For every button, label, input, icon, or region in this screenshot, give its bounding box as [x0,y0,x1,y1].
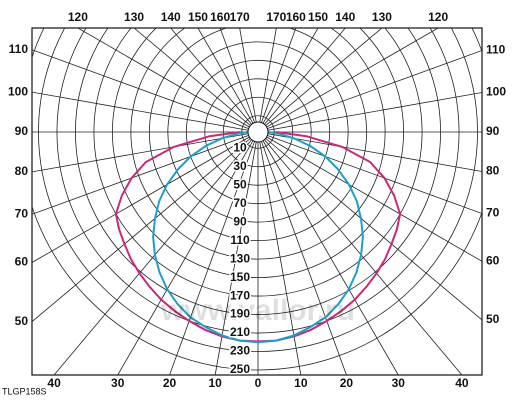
intensity-curve [257,131,364,344]
angle-tick-label: 110 [9,42,29,56]
ray-grid-line [197,28,259,133]
center-circle [247,121,269,143]
angle-tick-label: 50 [15,314,29,328]
ray-grid-line [239,28,259,133]
radius-tick-label: 150 [230,270,250,284]
ray-grid-line [32,131,259,322]
angle-tick-label: 120 [68,10,88,24]
ray-grid-line [257,131,399,375]
radius-tick-label: 170 [230,288,250,302]
radius-tick-label: 230 [230,344,250,358]
angle-tick-label: 60 [486,253,500,267]
ray-grid-line [257,131,347,375]
radius-tick-label: 190 [230,307,250,321]
angle-tick-label: 70 [15,206,29,220]
radius-tick-label: 10 [233,140,247,154]
angle-tick-label: 50 [486,312,500,326]
ray-grid-line [257,131,482,214]
angle-tick-label: 10 [294,376,308,390]
watermark: www.vallor.ru [160,294,355,327]
angle-tick-label: 0 [255,376,262,390]
angle-tick-label: 90 [15,124,29,138]
angle-tick-label: 160 [286,10,306,24]
angle-tick-label: 80 [15,164,29,178]
ray-grid-line [257,92,482,133]
radius-tick-label: 210 [230,325,250,339]
ray-grid-line [32,49,259,133]
ray-grid-line [257,131,463,375]
radius-tick-label: 90 [233,214,247,228]
ray-grid-line [117,131,259,375]
ray-grid-line [32,131,259,215]
ray-grid-line [170,28,259,133]
radius-tick-label: 110 [230,233,250,247]
angle-tick-label: 30 [111,376,125,390]
angle-tick-label: 170 [230,10,250,24]
curves [114,131,402,344]
ray-grid-line [257,28,297,133]
angle-tick-label: 160 [210,10,230,24]
radius-tick-label: 50 [233,177,247,191]
ray-grid-line [32,131,259,263]
angle-tick-label: 20 [340,376,354,390]
ray-grid-line [169,131,259,375]
angle-tick-label: 70 [486,206,500,220]
angle-tick-label: 10 [208,376,222,390]
angle-tick-label: 110 [486,43,506,57]
radius-tick-label: 250 [230,362,250,376]
angle-tick-label: 150 [308,10,328,24]
ray-grid-line [77,28,259,133]
angle-tick-label: 120 [428,10,448,24]
grid [32,28,482,375]
intensity-curve [257,131,402,343]
angle-tick-label: 40 [47,376,61,390]
angle-tick-label: 60 [15,255,29,269]
ray-grid-line [257,28,277,133]
ray-grid-line [32,91,259,133]
angle-tick-label: 20 [163,376,177,390]
angle-tick-label: 150 [188,10,208,24]
ray-grid-line [257,131,482,262]
ray-grid-line [133,28,259,133]
ray-grid-line [257,28,439,133]
ray-grid-line [257,50,482,133]
angle-tick-label: 90 [486,124,500,138]
angle-tick-label: 140 [335,10,355,24]
angle-tick-label: 130 [372,10,392,24]
ray-grid-line [257,28,346,133]
angle-tick-label: 170 [266,10,286,24]
angle-tick-label: 140 [161,10,181,24]
angle-tick-label: 130 [124,10,144,24]
radius-tick-label: 130 [230,251,250,265]
intensity-curve [114,131,259,343]
ray-grid-line [257,28,383,133]
model-code: TLGP158S [2,386,47,396]
intensity-curve [152,131,259,344]
radius-tick-label: 70 [233,196,247,210]
labels: 0 10 10 20 20 30 30 40 40 50 50 60 60 70 70 80 80 90 90 100… [8,10,506,390]
radius-tick-label: 30 [233,159,247,173]
angle-tick-label: 80 [486,164,500,178]
angle-tick-label: 100 [486,85,506,99]
angle-tick-label: 30 [392,376,406,390]
ray-grid-line [53,131,259,375]
angle-tick-label: 100 [8,84,28,98]
ray-grid-line [219,28,259,133]
angle-tick-label: 40 [455,376,469,390]
ray-grid-line [257,28,319,133]
ray-grid-line [257,131,482,321]
